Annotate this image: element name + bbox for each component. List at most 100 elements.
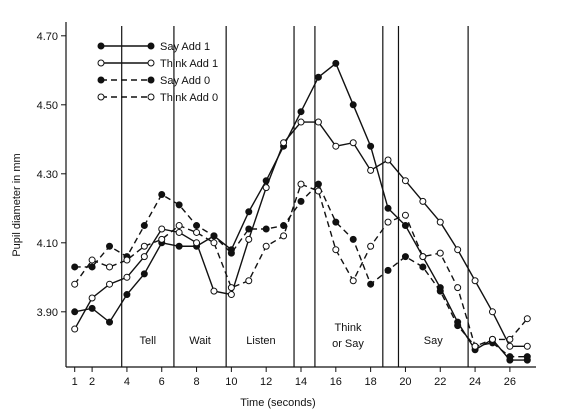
x-tick-label: 22 [434, 376, 446, 388]
data-point [227, 284, 235, 292]
data-point [523, 315, 531, 323]
data-point [106, 263, 114, 271]
data-point [193, 239, 201, 247]
phase-label: Listen [246, 335, 275, 347]
x-tick-label: 10 [225, 376, 237, 388]
data-point [175, 222, 183, 230]
data-point [349, 101, 357, 109]
data-point [349, 277, 357, 285]
phase-labels: Tell Wait Listen Think or Say Say [140, 322, 444, 350]
data-point [227, 291, 235, 299]
data-point [488, 308, 496, 316]
data-point [106, 318, 114, 326]
phase-label: or Say [332, 338, 364, 350]
x-tick-label: 4 [124, 376, 130, 388]
series-line-1 [74, 62, 528, 361]
legend-label: Think Add 1 [160, 58, 218, 70]
data-point [436, 249, 444, 257]
data-point [123, 256, 131, 264]
data-point [106, 280, 114, 288]
x-tick-label: 18 [365, 376, 377, 388]
y-tick-label: 3.90 [37, 307, 58, 319]
data-point [193, 222, 201, 230]
phase-label: Say [424, 335, 443, 347]
data-point [140, 253, 148, 261]
data-point [488, 335, 496, 343]
data-point [88, 263, 96, 271]
data-point [401, 253, 409, 261]
data-point [349, 139, 357, 147]
data-point [384, 204, 392, 212]
x-axis-ticks: 1 2 4 6 8 10 12 14 16 18 20 22 24 26 [72, 367, 516, 388]
data-point [349, 235, 357, 243]
data-point [314, 73, 322, 81]
data-point [506, 353, 514, 361]
data-point [245, 208, 253, 216]
data-point [436, 218, 444, 226]
x-tick-label: 26 [504, 376, 516, 388]
data-point [245, 235, 253, 243]
data-point [262, 184, 270, 192]
data-point [367, 166, 375, 174]
series-line-2 [74, 121, 528, 347]
y-axis-ticks: 3.90 4.10 4.30 4.50 4.70 [37, 31, 66, 319]
data-point [297, 118, 305, 126]
data-point [175, 228, 183, 236]
x-tick-label: 8 [193, 376, 199, 388]
data-point [506, 335, 514, 343]
x-axis-title: Time (seconds) [240, 397, 315, 409]
data-point [314, 118, 322, 126]
data-point [262, 242, 270, 250]
data-point [193, 228, 201, 236]
legend-marker [147, 42, 155, 50]
data-point [332, 218, 340, 226]
data-point [297, 197, 305, 205]
data-point [210, 239, 218, 247]
data-point [401, 211, 409, 219]
series-lines [71, 59, 531, 364]
data-point [314, 180, 322, 188]
data-point [436, 287, 444, 295]
data-point [314, 187, 322, 195]
data-point [140, 242, 148, 250]
legend-label: Think Add 0 [160, 92, 218, 104]
data-point [367, 280, 375, 288]
data-point [210, 232, 218, 240]
phase-label: Wait [189, 335, 211, 347]
series-line-3 [74, 182, 528, 358]
data-point [140, 270, 148, 278]
legend-marker [147, 76, 155, 84]
data-point [245, 225, 253, 233]
x-tick-label: 12 [260, 376, 272, 388]
data-point [401, 222, 409, 230]
x-tick-label: 24 [469, 376, 481, 388]
x-tick-label: 16 [330, 376, 342, 388]
data-point [454, 284, 462, 292]
data-point [245, 277, 253, 285]
y-tick-label: 4.50 [37, 100, 58, 112]
data-point [297, 180, 305, 188]
y-tick-label: 4.10 [37, 238, 58, 250]
data-point [280, 139, 288, 147]
data-point [332, 59, 340, 67]
legend-marker [147, 93, 155, 101]
data-point [175, 201, 183, 209]
x-tick-label: 2 [89, 376, 95, 388]
data-point [367, 242, 375, 250]
data-point [175, 242, 183, 250]
x-tick-label: 20 [399, 376, 411, 388]
x-tick-label: 14 [295, 376, 307, 388]
data-point [419, 197, 427, 205]
data-point [158, 225, 166, 233]
data-point [123, 273, 131, 281]
y-axis-title: Pupil diameter in mm [11, 153, 23, 256]
data-point [454, 322, 462, 330]
data-point [506, 342, 514, 350]
series-line-4 [74, 183, 528, 348]
y-tick-label: 4.30 [37, 169, 58, 181]
data-point [106, 242, 114, 250]
data-point [332, 246, 340, 254]
data-point [210, 287, 218, 295]
data-point [419, 263, 427, 271]
